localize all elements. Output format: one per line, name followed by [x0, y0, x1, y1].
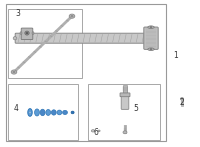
Ellipse shape	[46, 110, 51, 115]
Ellipse shape	[13, 37, 17, 40]
FancyBboxPatch shape	[144, 27, 158, 49]
Bar	[123, 85, 127, 93]
Ellipse shape	[148, 48, 154, 51]
Ellipse shape	[11, 70, 17, 74]
Ellipse shape	[25, 31, 29, 35]
FancyBboxPatch shape	[121, 93, 129, 109]
Ellipse shape	[150, 49, 152, 50]
Text: 4: 4	[14, 104, 18, 113]
Ellipse shape	[13, 71, 15, 73]
Ellipse shape	[63, 110, 67, 115]
Text: 6: 6	[94, 128, 98, 137]
Ellipse shape	[180, 98, 184, 100]
FancyBboxPatch shape	[21, 28, 33, 40]
Ellipse shape	[57, 110, 62, 115]
Ellipse shape	[69, 14, 75, 18]
Ellipse shape	[28, 109, 32, 116]
Ellipse shape	[29, 111, 31, 114]
Ellipse shape	[71, 15, 73, 17]
Ellipse shape	[26, 32, 28, 34]
Text: 5: 5	[134, 104, 138, 113]
Bar	[181, 99, 183, 106]
Ellipse shape	[123, 131, 127, 134]
Ellipse shape	[51, 110, 56, 115]
Ellipse shape	[150, 26, 152, 28]
Ellipse shape	[35, 109, 39, 116]
Text: 1: 1	[174, 51, 178, 60]
Text: 3: 3	[16, 9, 20, 18]
Ellipse shape	[148, 26, 154, 29]
FancyBboxPatch shape	[15, 33, 147, 43]
Ellipse shape	[98, 130, 100, 132]
Bar	[8, 84, 78, 140]
Ellipse shape	[71, 111, 74, 114]
Ellipse shape	[32, 32, 34, 34]
Text: 2: 2	[180, 98, 184, 107]
Bar	[6, 4, 166, 141]
FancyBboxPatch shape	[120, 93, 130, 97]
Ellipse shape	[91, 130, 95, 132]
Ellipse shape	[40, 109, 45, 116]
Ellipse shape	[20, 32, 22, 34]
Bar	[8, 9, 82, 78]
Bar	[88, 84, 160, 140]
